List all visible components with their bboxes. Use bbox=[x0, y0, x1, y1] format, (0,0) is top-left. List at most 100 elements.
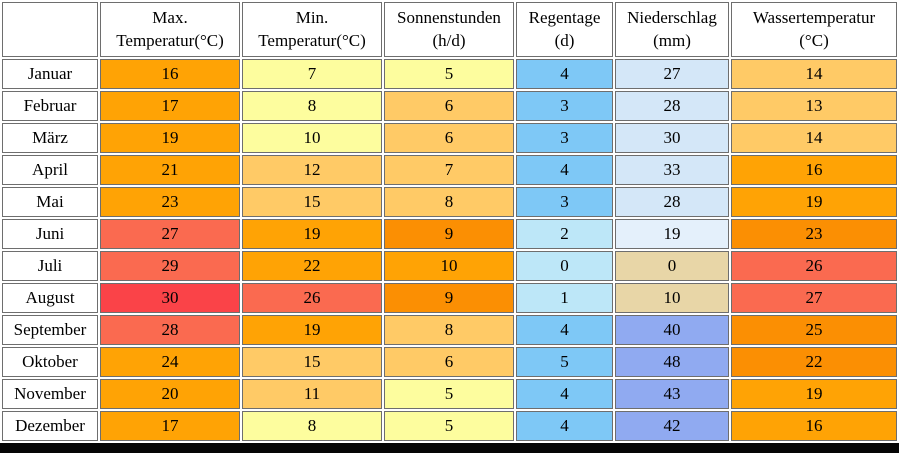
max_temp-value-cell: 17 bbox=[100, 411, 240, 441]
sun_hours-value-cell: 8 bbox=[384, 187, 514, 217]
precipitation-value-cell: 40 bbox=[615, 315, 729, 345]
table-row: Februar 17 8 6 3 28 13 bbox=[2, 91, 897, 121]
min_temp-value-cell: 12 bbox=[242, 155, 382, 185]
month-label: April bbox=[2, 155, 98, 185]
month-label: September bbox=[2, 315, 98, 345]
water_temp-value-cell: 19 bbox=[731, 187, 897, 217]
header-cell-sun-hours: Sonnenstunden (h/d) bbox=[384, 2, 514, 57]
header-cell-empty bbox=[2, 2, 98, 57]
min_temp-value-cell: 10 bbox=[242, 123, 382, 153]
sun_hours-value-cell: 5 bbox=[384, 379, 514, 409]
max_temp-value-cell: 16 bbox=[100, 59, 240, 89]
water_temp-value-cell: 19 bbox=[731, 379, 897, 409]
climate-table-body: Januar 16 7 5 4 27 14 Februar 17 8 6 3 28 13 März 19 10 6… bbox=[2, 59, 897, 441]
rain_days-value-cell: 3 bbox=[516, 187, 613, 217]
month-label: Oktober bbox=[2, 347, 98, 377]
bottom-bar bbox=[0, 443, 899, 453]
table-row: Mai 23 15 8 3 28 19 bbox=[2, 187, 897, 217]
max_temp-value-cell: 20 bbox=[100, 379, 240, 409]
month-label: Januar bbox=[2, 59, 98, 89]
water_temp-value-cell: 16 bbox=[731, 411, 897, 441]
rain_days-value-cell: 3 bbox=[516, 91, 613, 121]
max_temp-value-cell: 27 bbox=[100, 219, 240, 249]
precipitation-value-cell: 28 bbox=[615, 187, 729, 217]
sun_hours-value-cell: 7 bbox=[384, 155, 514, 185]
precipitation-value-cell: 0 bbox=[615, 251, 729, 281]
sun_hours-value-cell: 6 bbox=[384, 347, 514, 377]
month-label: November bbox=[2, 379, 98, 409]
min_temp-value-cell: 19 bbox=[242, 315, 382, 345]
month-label: März bbox=[2, 123, 98, 153]
precipitation-value-cell: 43 bbox=[615, 379, 729, 409]
sun_hours-value-cell: 6 bbox=[384, 91, 514, 121]
water_temp-value-cell: 25 bbox=[731, 315, 897, 345]
header-cell-rain-days: Regentage (d) bbox=[516, 2, 613, 57]
month-label: August bbox=[2, 283, 98, 313]
precipitation-value-cell: 33 bbox=[615, 155, 729, 185]
sun_hours-value-cell: 9 bbox=[384, 283, 514, 313]
water_temp-value-cell: 23 bbox=[731, 219, 897, 249]
precipitation-value-cell: 10 bbox=[615, 283, 729, 313]
rain_days-value-cell: 0 bbox=[516, 251, 613, 281]
min_temp-value-cell: 7 bbox=[242, 59, 382, 89]
precipitation-value-cell: 30 bbox=[615, 123, 729, 153]
header-cell-min-temp: Min. Temperatur(°C) bbox=[242, 2, 382, 57]
rain_days-value-cell: 2 bbox=[516, 219, 613, 249]
min_temp-value-cell: 8 bbox=[242, 91, 382, 121]
table-row: Januar 16 7 5 4 27 14 bbox=[2, 59, 897, 89]
min_temp-value-cell: 26 bbox=[242, 283, 382, 313]
sun_hours-value-cell: 10 bbox=[384, 251, 514, 281]
rain_days-value-cell: 3 bbox=[516, 123, 613, 153]
max_temp-value-cell: 30 bbox=[100, 283, 240, 313]
table-row: Dezember 17 8 5 4 42 16 bbox=[2, 411, 897, 441]
max_temp-value-cell: 28 bbox=[100, 315, 240, 345]
header-row: Max. Temperatur(°C) Min. Temperatur(°C) … bbox=[2, 2, 897, 57]
sun_hours-value-cell: 8 bbox=[384, 315, 514, 345]
sun_hours-value-cell: 5 bbox=[384, 59, 514, 89]
rain_days-value-cell: 4 bbox=[516, 59, 613, 89]
water_temp-value-cell: 14 bbox=[731, 123, 897, 153]
water_temp-value-cell: 22 bbox=[731, 347, 897, 377]
precipitation-value-cell: 48 bbox=[615, 347, 729, 377]
min_temp-value-cell: 8 bbox=[242, 411, 382, 441]
precipitation-value-cell: 42 bbox=[615, 411, 729, 441]
min_temp-value-cell: 15 bbox=[242, 187, 382, 217]
rain_days-value-cell: 4 bbox=[516, 411, 613, 441]
month-label: Juni bbox=[2, 219, 98, 249]
water_temp-value-cell: 27 bbox=[731, 283, 897, 313]
water_temp-value-cell: 13 bbox=[731, 91, 897, 121]
month-label: Dezember bbox=[2, 411, 98, 441]
max_temp-value-cell: 23 bbox=[100, 187, 240, 217]
max_temp-value-cell: 21 bbox=[100, 155, 240, 185]
min_temp-value-cell: 15 bbox=[242, 347, 382, 377]
max_temp-value-cell: 29 bbox=[100, 251, 240, 281]
table-row: März 19 10 6 3 30 14 bbox=[2, 123, 897, 153]
precipitation-value-cell: 27 bbox=[615, 59, 729, 89]
table-row: Oktober 24 15 6 5 48 22 bbox=[2, 347, 897, 377]
max_temp-value-cell: 19 bbox=[100, 123, 240, 153]
water_temp-value-cell: 26 bbox=[731, 251, 897, 281]
rain_days-value-cell: 5 bbox=[516, 347, 613, 377]
min_temp-value-cell: 22 bbox=[242, 251, 382, 281]
rain_days-value-cell: 4 bbox=[516, 155, 613, 185]
climate-table: Max. Temperatur(°C) Min. Temperatur(°C) … bbox=[2, 2, 897, 441]
sun_hours-value-cell: 5 bbox=[384, 411, 514, 441]
table-row: November 20 11 5 4 43 19 bbox=[2, 379, 897, 409]
rain_days-value-cell: 4 bbox=[516, 315, 613, 345]
month-label: Mai bbox=[2, 187, 98, 217]
water_temp-value-cell: 14 bbox=[731, 59, 897, 89]
header-cell-water-temp: Wassertemperatur (°C) bbox=[731, 2, 897, 57]
table-row: Juli 29 22 10 0 0 26 bbox=[2, 251, 897, 281]
table-row: September 28 19 8 4 40 25 bbox=[2, 315, 897, 345]
table-row: August 30 26 9 1 10 27 bbox=[2, 283, 897, 313]
rain_days-value-cell: 1 bbox=[516, 283, 613, 313]
precipitation-value-cell: 19 bbox=[615, 219, 729, 249]
water_temp-value-cell: 16 bbox=[731, 155, 897, 185]
table-row: Juni 27 19 9 2 19 23 bbox=[2, 219, 897, 249]
min_temp-value-cell: 19 bbox=[242, 219, 382, 249]
month-label: Februar bbox=[2, 91, 98, 121]
max_temp-value-cell: 17 bbox=[100, 91, 240, 121]
month-label: Juli bbox=[2, 251, 98, 281]
max_temp-value-cell: 24 bbox=[100, 347, 240, 377]
